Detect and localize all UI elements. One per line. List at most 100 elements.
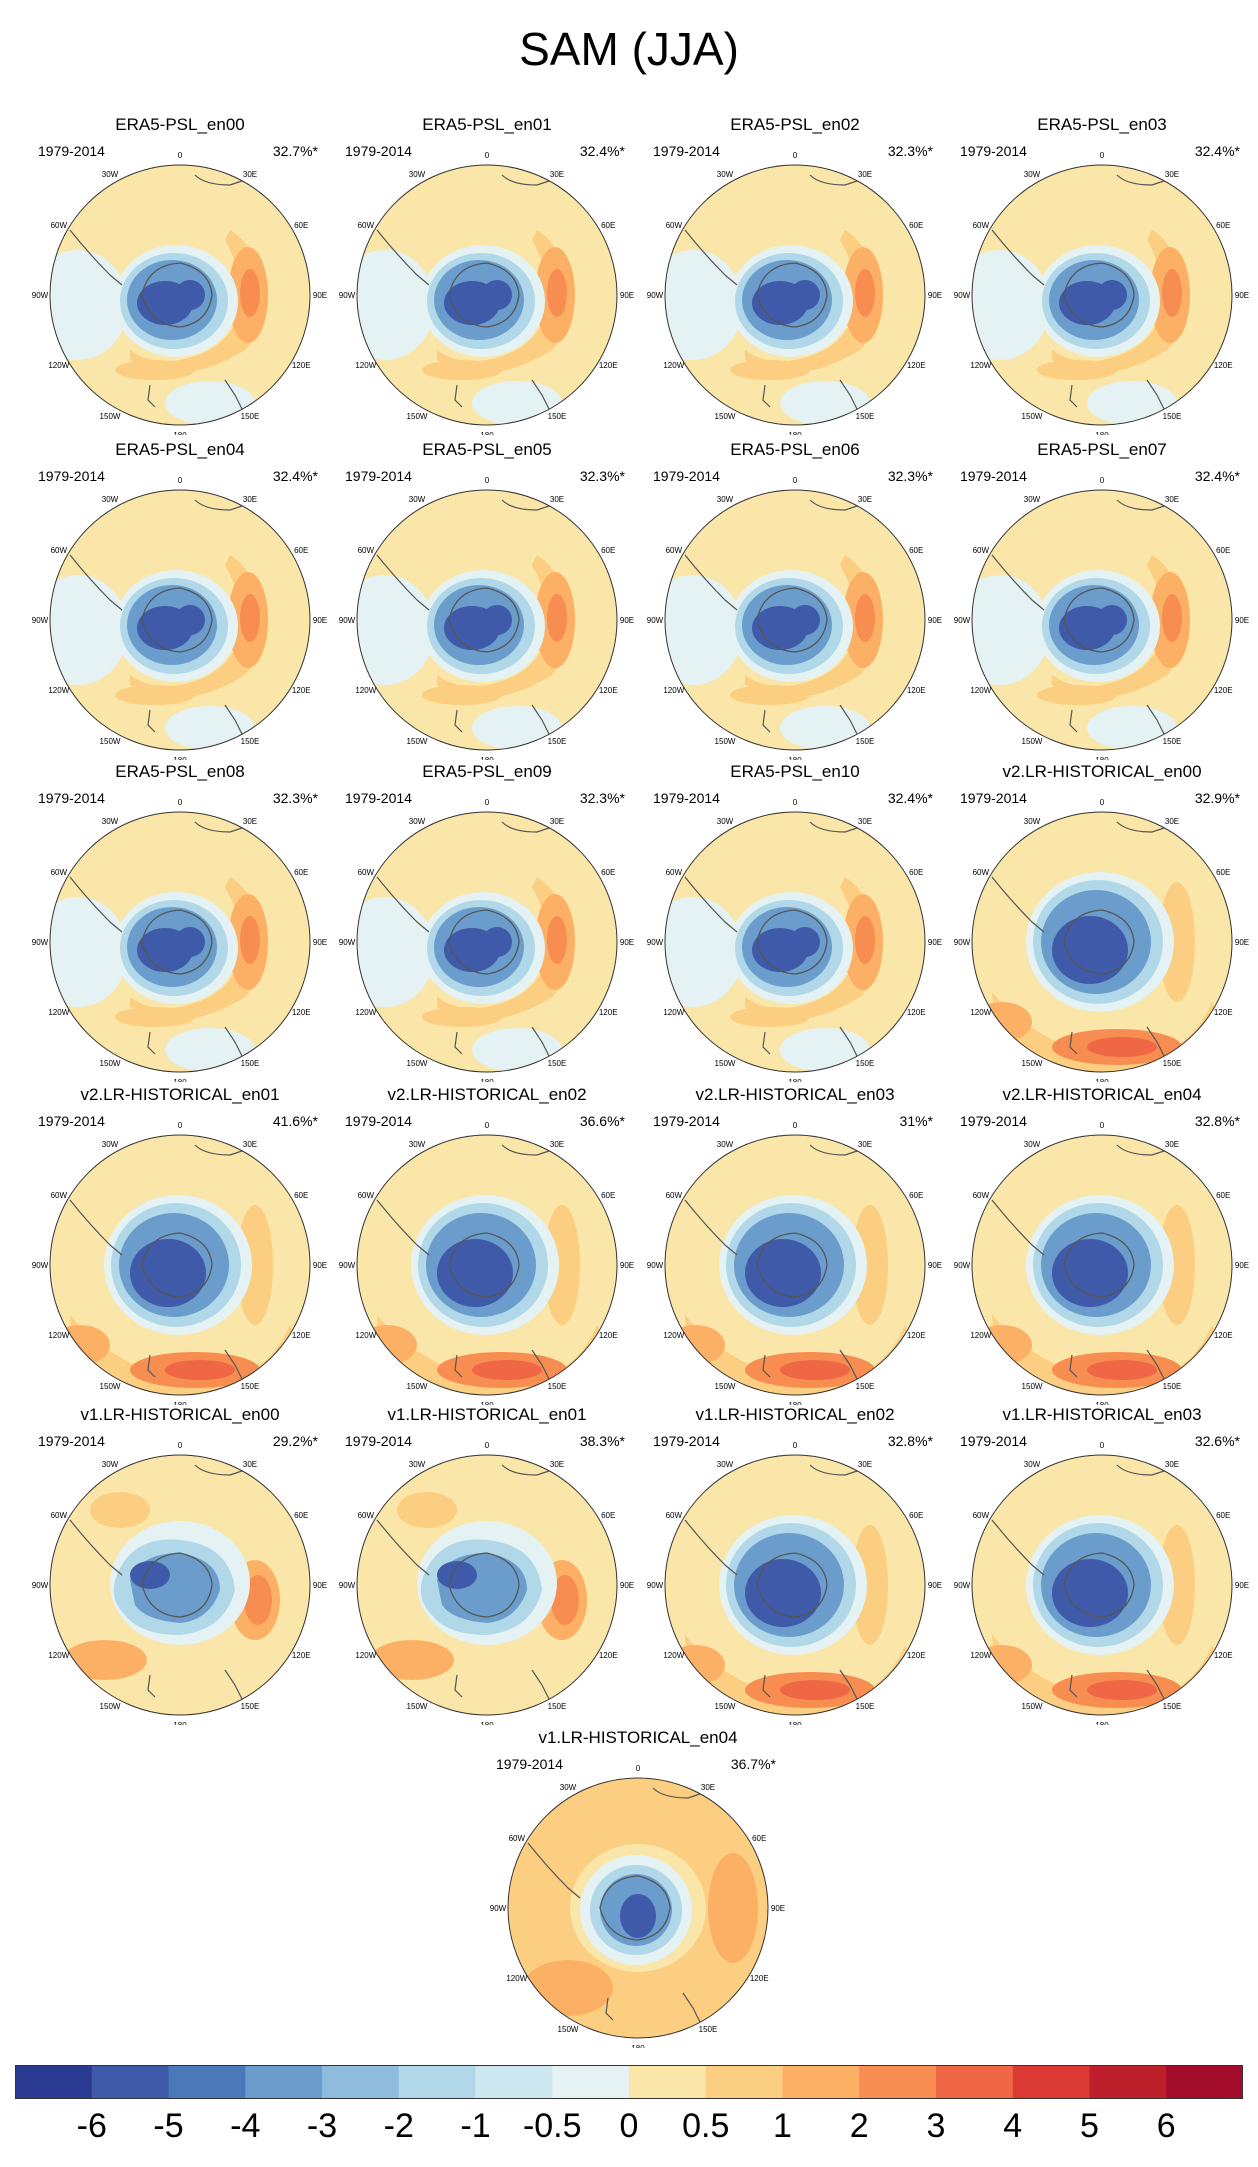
africa-coastline	[194, 1144, 246, 1156]
lon-tick-label: 150W	[715, 737, 736, 746]
explained-variance: 32.3%*	[579, 468, 625, 484]
africa-coastline	[501, 174, 553, 186]
lon-tick-label: 150E	[1163, 737, 1182, 746]
south-america-coastline	[69, 1199, 123, 1256]
lon-tick-label: 30W	[560, 1783, 577, 1792]
africa-coastline	[194, 174, 246, 186]
lon-tick-label: 90E	[620, 938, 634, 947]
panel-title: ERA5-PSL_en03	[1037, 115, 1167, 134]
antarctica-coastline	[756, 262, 828, 328]
panel-period: 1979-2014	[653, 143, 720, 159]
lon-tick-label: 150E	[856, 737, 875, 746]
panel-period: 1979-2014	[960, 1113, 1027, 1129]
antarctica-coastline	[448, 909, 520, 975]
lon-tick-label: 30W	[1024, 1140, 1041, 1149]
panel-period: 1979-2014	[960, 143, 1027, 159]
africa-coastline	[194, 499, 246, 511]
lon-tick-label: 120E	[907, 1331, 926, 1340]
lon-tick-label: 60W	[51, 221, 68, 230]
polar-map: 0 30E 60E 90E 120E 150E 180 150W 120W 90W 60W 30W	[647, 151, 942, 435]
map-panel: v2.LR-HISTORICAL_en03 1979-2014 31%* 0 30E 60…	[645, 1085, 945, 1405]
map-border	[664, 811, 926, 1073]
lon-tick-label: 150E	[548, 412, 567, 421]
africa-coastline	[1116, 1464, 1168, 1476]
new-zealand-coastline	[454, 384, 463, 408]
explained-variance: 32.4%*	[272, 468, 318, 484]
lon-tick-label: 150E	[699, 2025, 718, 2034]
explained-variance: 32.4%*	[1194, 143, 1240, 159]
polar-map: 0 30E 60E 90E 120E 150E 180 150W 120W 90W 60W 30W	[339, 1121, 634, 1405]
panel-title: ERA5-PSL_en04	[115, 440, 245, 459]
map-border	[664, 1454, 926, 1716]
lon-tick-label: 150W	[558, 2025, 579, 2034]
lon-tick-label: 120W	[48, 686, 69, 695]
lon-tick-label: 180	[788, 1078, 802, 1082]
figure-title: SAM (JJA)	[519, 23, 739, 75]
lon-tick-label: 60W	[666, 546, 683, 555]
lon-tick-label: 60E	[909, 868, 923, 877]
lon-tick-label: 0	[793, 1441, 798, 1450]
explained-variance: 32.8%*	[887, 1433, 933, 1449]
colorbar-tick-label: 0	[619, 2107, 639, 2145]
lon-tick-label: 180	[788, 431, 802, 435]
map-panel: ERA5-PSL_en07 1979-2014 32.4%* 0 30E 60E 90E 12…	[952, 440, 1252, 760]
lon-tick-label: 150E	[1163, 412, 1182, 421]
lon-tick-label: 60E	[1216, 868, 1230, 877]
new-zealand-coastline	[762, 1354, 771, 1378]
lon-tick-label: 60E	[909, 221, 923, 230]
map-border	[971, 1454, 1233, 1716]
lon-tick-label: 150W	[1022, 737, 1043, 746]
africa-coastline	[501, 821, 553, 833]
map-border	[356, 811, 618, 1073]
new-zealand-coastline	[147, 1354, 156, 1378]
lon-tick-label: 90W	[647, 616, 664, 625]
lon-tick-label: 180	[480, 431, 494, 435]
lon-tick-label: 30E	[858, 1140, 872, 1149]
lon-tick-label: 180	[1095, 1721, 1109, 1725]
lon-tick-label: 60E	[601, 1191, 615, 1200]
panel-title: v1.LR-HISTORICAL_en01	[387, 1405, 587, 1424]
panel-period: 1979-2014	[653, 1433, 720, 1449]
south-america-coastline	[684, 1199, 738, 1256]
panel-title: v2.LR-HISTORICAL_en02	[387, 1085, 587, 1104]
africa-coastline	[809, 1144, 861, 1156]
africa-coastline	[1116, 1144, 1168, 1156]
panel-period: 1979-2014	[345, 1433, 412, 1449]
map-panel: ERA5-PSL_en03 1979-2014 32.4%* 0 30E 60E 90E 12…	[952, 115, 1252, 435]
colorbar-tick-label: -4	[230, 2107, 261, 2145]
panel-period: 1979-2014	[345, 468, 412, 484]
panel-period: 1979-2014	[496, 1756, 563, 1772]
lon-tick-label: 180	[480, 756, 494, 760]
lon-tick-label: 0	[1100, 151, 1105, 160]
lon-tick-label: 120E	[1214, 686, 1233, 695]
lon-tick-label: 120W	[663, 686, 684, 695]
lon-tick-label: 90W	[490, 1904, 507, 1913]
lon-tick-label: 90E	[928, 291, 942, 300]
new-zealand-coastline	[762, 1031, 771, 1055]
lon-tick-label: 90W	[954, 616, 971, 625]
map-panel: v2.LR-HISTORICAL_en01 1979-2014 41.6%* 0 30E…	[30, 1085, 330, 1405]
polar-map: 0 30E 60E 90E 120E 150E 180 150W 120W 90W 60W 30W	[954, 476, 1249, 760]
lon-tick-label: 150W	[715, 1059, 736, 1068]
colorbar-tick-label: -5	[153, 2107, 184, 2145]
lon-tick-label: 30W	[717, 1140, 734, 1149]
south-america-coastline	[69, 876, 123, 933]
lon-tick-label: 30E	[1165, 495, 1179, 504]
explained-variance: 38.3%*	[579, 1433, 625, 1449]
lon-tick-label: 60E	[294, 546, 308, 555]
lon-tick-label: 180	[1095, 756, 1109, 760]
lon-tick-label: 30E	[243, 495, 257, 504]
lon-tick-label: 120E	[1214, 1651, 1233, 1660]
lon-tick-label: 90E	[620, 616, 634, 625]
map-border	[664, 1134, 926, 1396]
map-panel: ERA5-PSL_en06 1979-2014 32.3%* 0 30E 60E 90E 12…	[645, 440, 945, 760]
colorbar-tick-label: 4	[1003, 2107, 1023, 2145]
lon-tick-label: 150E	[1163, 1702, 1182, 1711]
new-zealand-coastline	[454, 1354, 463, 1378]
lon-tick-label: 120E	[599, 1008, 618, 1017]
africa-coastline	[501, 1464, 553, 1476]
lon-tick-label: 30W	[102, 1460, 119, 1469]
antarctica-coastline	[448, 587, 520, 653]
lon-tick-label: 60W	[51, 1191, 68, 1200]
map-panel: v1.LR-HISTORICAL_en02 1979-2014 32.8%* 0 30E…	[645, 1405, 945, 1725]
